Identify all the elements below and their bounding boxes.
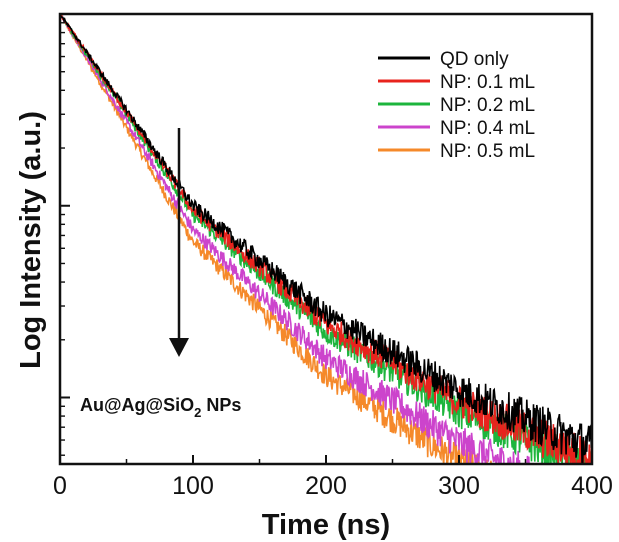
x-tick-label: 400	[571, 472, 613, 500]
annotation-label: Au@Ag@SiO2 NPs	[80, 395, 241, 420]
y-axis-title: Log Intensity (a.u.)	[15, 111, 47, 369]
legend-label: NP: 0.2 mL	[440, 95, 535, 116]
x-ticks: 0 100 200 300 400	[53, 455, 613, 500]
legend-label: NP: 0.5 mL	[440, 141, 535, 162]
annotation-subscript: 2	[194, 405, 201, 420]
annotation-arrow	[169, 128, 189, 357]
legend-label: QD only	[440, 49, 509, 70]
series-line	[60, 14, 544, 464]
x-tick-label: 0	[53, 472, 67, 500]
arrow-head	[169, 338, 189, 357]
x-tick-label: 300	[438, 472, 480, 500]
x-tick-label: 200	[305, 472, 347, 500]
legend-label: NP: 0.4 mL	[440, 118, 535, 139]
x-tick-label: 100	[172, 472, 214, 500]
y-ticks	[60, 13, 70, 456]
legend-label: NP: 0.1 mL	[440, 72, 535, 93]
annotation-suffix: NPs	[201, 395, 241, 415]
annotation-prefix: Au@Ag@SiO	[80, 395, 194, 415]
x-axis-title: Time (ns)	[262, 509, 390, 541]
series-layer	[60, 14, 592, 464]
series-line	[60, 14, 592, 464]
